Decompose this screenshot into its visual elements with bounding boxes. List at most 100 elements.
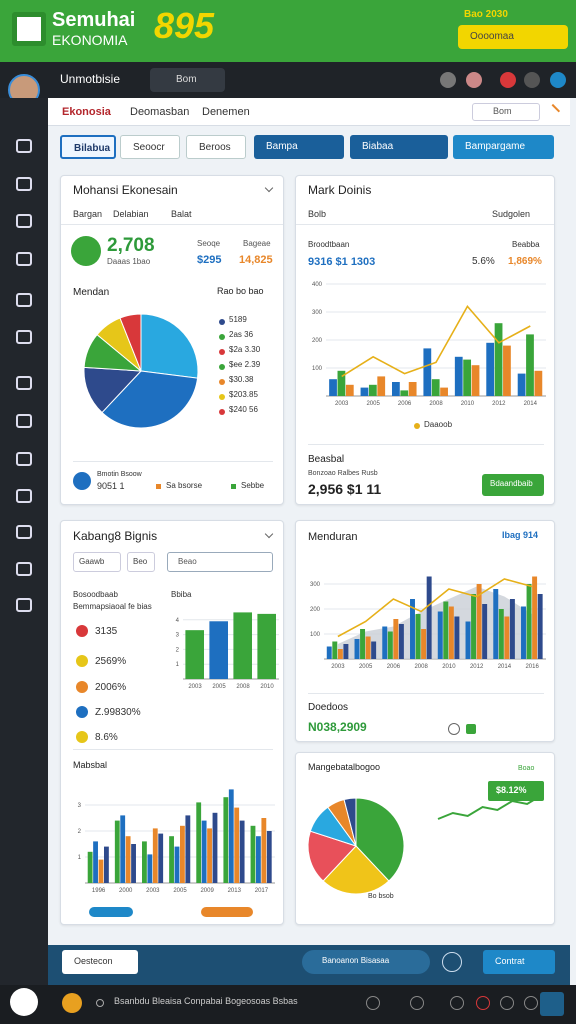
button-label[interactable]: Contrat — [495, 956, 525, 966]
toolbar-label[interactable]: Bampargame — [465, 141, 526, 152]
footer-link[interactable]: Sa bsorse — [166, 481, 203, 490]
nav-icon[interactable] — [16, 214, 32, 228]
icon[interactable] — [524, 72, 540, 88]
footer-icon[interactable] — [524, 996, 538, 1010]
footer-icon — [96, 999, 104, 1007]
icon[interactable] — [442, 952, 462, 972]
filter-label[interactable]: Gaawb — [79, 557, 105, 566]
toolbar-label[interactable]: Seoocr — [133, 142, 165, 153]
bar — [120, 815, 126, 883]
legend-dot — [219, 409, 225, 415]
toolbar-button[interactable]: Seoocr — [120, 135, 180, 159]
toolbar-button[interactable]: Bampa — [254, 135, 344, 159]
nav-icon[interactable] — [16, 252, 32, 266]
icon[interactable] — [550, 72, 566, 88]
header-button[interactable]: Oooomaa — [458, 25, 568, 49]
search[interactable]: Beao — [167, 552, 273, 572]
button-label[interactable]: Oooomaa — [470, 31, 514, 42]
footer-icon[interactable] — [450, 996, 464, 1010]
nav-icon[interactable] — [16, 376, 32, 390]
button-label[interactable]: Bdaandbaib — [490, 479, 533, 488]
search-text[interactable]: Beao — [178, 557, 197, 566]
x-tick-label: 2017 — [255, 888, 269, 894]
nav-icon[interactable] — [16, 139, 32, 153]
section-sub: Bonzoao Ralbes Rusb — [308, 470, 378, 477]
toolbar-button[interactable]: Bilabua — [60, 135, 116, 159]
nav-icon[interactable] — [16, 414, 32, 428]
line — [341, 305, 531, 378]
chart — [307, 797, 405, 895]
toolbar-label[interactable]: Bilabua — [74, 143, 111, 154]
chip[interactable] — [89, 907, 133, 917]
icon[interactable] — [466, 72, 482, 88]
chart — [437, 794, 543, 820]
button[interactable]: Bdaandbaib — [482, 474, 544, 496]
icon[interactable] — [466, 724, 476, 734]
toolbar-label[interactable]: Bampa — [266, 141, 298, 152]
bar — [532, 576, 538, 659]
toolbar-label[interactable]: Biabaa — [362, 141, 394, 152]
button[interactable]: Oestecon — [62, 950, 138, 974]
nav-icon[interactable] — [16, 177, 32, 191]
nav-tab[interactable]: Deomasban — [130, 106, 190, 118]
nav-search[interactable]: Bom — [472, 103, 540, 121]
bar — [343, 644, 349, 659]
value-box: $8.12% — [488, 781, 544, 801]
toolbar-button[interactable]: Bampargame — [453, 135, 554, 159]
search-pill[interactable]: Bom — [150, 68, 225, 92]
card-tab[interactable]: Bargan — [73, 209, 103, 219]
nav-icon[interactable] — [16, 452, 32, 466]
nav-icon[interactable] — [16, 562, 32, 576]
pill-label[interactable]: Banoanon Bisasaa — [322, 956, 390, 965]
icon[interactable] — [448, 723, 460, 735]
list-dot — [76, 625, 88, 637]
card-tab[interactable]: Balat — [171, 209, 192, 219]
pill[interactable]: Banoanon Bisasaa — [302, 950, 430, 974]
footer-icon[interactable] — [366, 996, 380, 1010]
chip[interactable] — [201, 907, 253, 917]
nav-icon[interactable] — [16, 525, 32, 539]
nav-icon[interactable] — [16, 598, 32, 612]
bar — [266, 831, 272, 883]
button[interactable]: Contrat — [483, 950, 555, 974]
footer-icon[interactable] — [500, 996, 514, 1010]
chevron[interactable] — [264, 529, 274, 539]
section-title: Mabsbal — [73, 760, 108, 770]
search-text[interactable]: Bom — [176, 74, 197, 85]
button-label[interactable]: Oestecon — [74, 956, 113, 966]
footer-icon[interactable] — [410, 996, 424, 1010]
nav-search-text[interactable]: Bom — [493, 106, 512, 116]
bar — [209, 621, 228, 679]
y-tick-label: 4 — [176, 618, 180, 624]
line — [337, 578, 533, 638]
footer-link[interactable]: Sebbe — [241, 481, 265, 490]
filter[interactable]: Beo — [127, 552, 155, 572]
toolbar-button[interactable]: Beroos — [186, 135, 246, 159]
x-tick-label: 2008 — [429, 401, 443, 407]
spark-value: $8.12% — [496, 785, 527, 795]
nav-tab[interactable]: Ekonosia — [62, 106, 111, 118]
nav-icon[interactable] — [16, 489, 32, 503]
chart: 100 200 300 400 2003 2005 2006 2008 2010 2012 2014 — [312, 282, 546, 407]
footer-icon[interactable] — [476, 996, 490, 1010]
filter-label[interactable]: Beo — [133, 557, 148, 566]
bar — [250, 825, 256, 883]
footer-icon[interactable] — [540, 992, 564, 1016]
list-dot — [76, 681, 88, 693]
nav-icon[interactable] — [16, 330, 32, 344]
icon[interactable] — [440, 72, 456, 88]
nav-icon[interactable] — [16, 293, 32, 307]
bar — [448, 606, 454, 659]
filter[interactable]: Gaawb — [73, 552, 121, 572]
toolbar-label[interactable]: Beroos — [199, 142, 231, 153]
pie-caption: Bo bsob — [368, 893, 394, 900]
pie-slice — [322, 845, 390, 895]
card-tab[interactable]: Delabian — [113, 209, 149, 219]
select[interactable]: Sudgolen — [492, 209, 531, 219]
chevron[interactable] — [264, 183, 274, 193]
nav-tab[interactable]: Denemen — [202, 106, 250, 118]
bar — [471, 594, 477, 659]
toolbar-button[interactable]: Biabaa — [350, 135, 448, 159]
icon[interactable] — [500, 72, 516, 88]
